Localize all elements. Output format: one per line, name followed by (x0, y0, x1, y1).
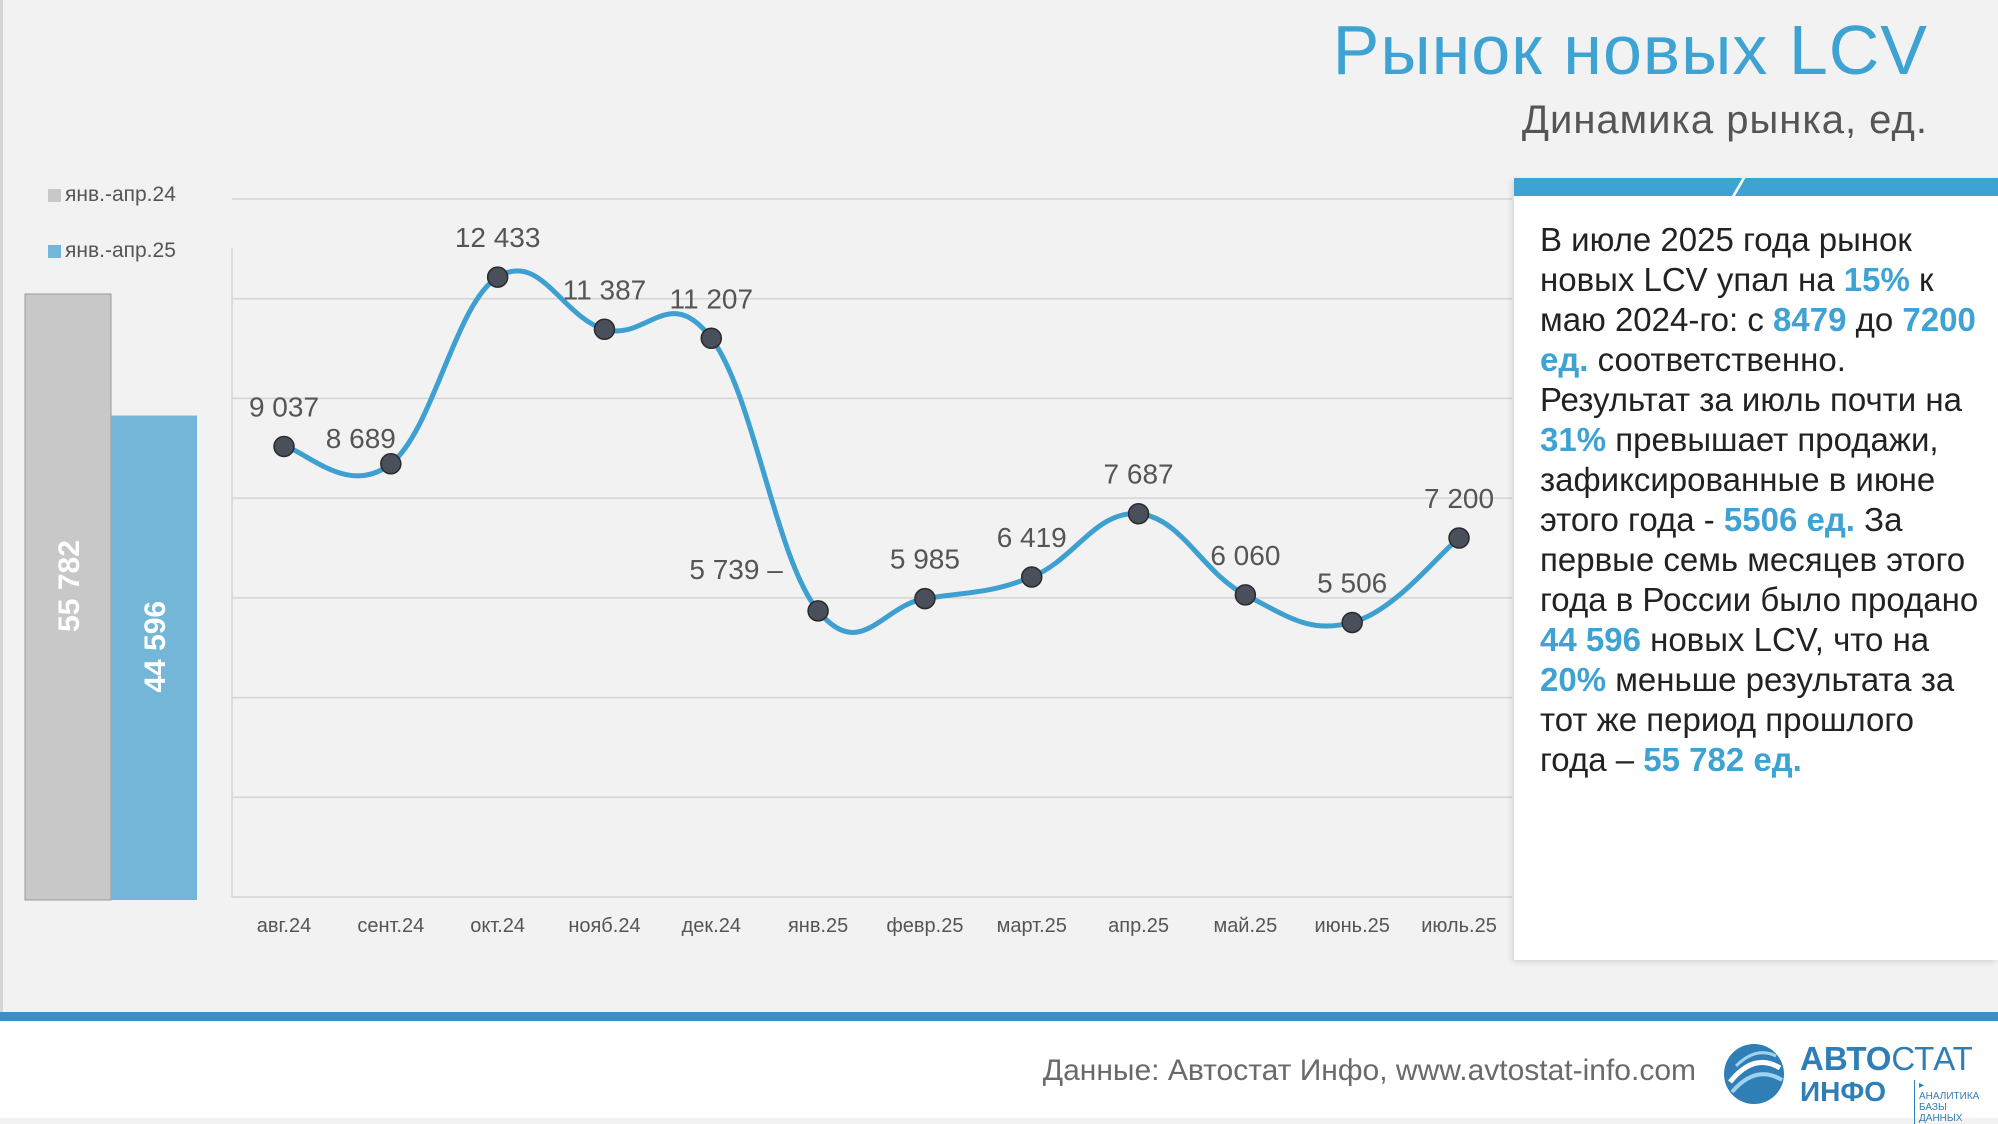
info-text-run: В июле 2025 года рынок новых LCV упал на (1540, 221, 1912, 298)
x-tick-label: май.25 (1213, 915, 1277, 937)
info-text-run: новых LCV, что на (1640, 621, 1930, 658)
data-point (1448, 527, 1470, 549)
data-point (486, 266, 509, 288)
info-text-run: меньше результата за тот же период прошл… (1540, 661, 1955, 778)
info-panel-accent-bar (1514, 178, 1998, 196)
info-highlight: 5506 ед. (1723, 501, 1855, 538)
footer-divider (0, 1012, 1998, 1021)
data-label: 5 985 (890, 544, 960, 575)
page-title: Рынок новых LCV (1332, 11, 1928, 89)
logo-globe-icon (1724, 1044, 1784, 1104)
data-label: 9 037 (249, 391, 319, 422)
data-point (807, 600, 829, 622)
data-point (273, 435, 295, 458)
x-tick-label: сент.24 (357, 915, 424, 937)
info-text-run: За первые семь месяцев этого года в Росс… (1540, 501, 1979, 618)
info-highlight: 31% (1540, 421, 1607, 458)
total-bar-label: 55 782 (53, 540, 86, 632)
x-tick-label: авг.24 (257, 915, 311, 937)
x-tick-label: янв.25 (788, 915, 848, 937)
total-bar-label: 44 596 (139, 601, 172, 693)
data-point (380, 453, 402, 475)
legend-item-2024: янв.-апр.24 (48, 183, 176, 207)
total-bar (24, 293, 112, 901)
legend-item-2025: янв.-апр.25 (48, 239, 176, 263)
x-tick-label: окт.24 (470, 915, 525, 937)
x-tick-label: март.25 (997, 915, 1067, 937)
data-label: 6 060 (1210, 540, 1280, 571)
footer (0, 1021, 1998, 1118)
data-label: 7 687 (1104, 459, 1174, 490)
x-tick-label: февр.25 (886, 915, 963, 937)
data-label: 6 419 (997, 522, 1067, 553)
data-label: 11 387 (563, 274, 647, 305)
logo-tagline-2: БАЗЫ ДАННЫХ (1919, 1102, 1963, 1124)
slide-left-edge (0, 0, 3, 1015)
legend-swatch-2025 (48, 244, 61, 258)
info-highlight: 8479 (1773, 301, 1847, 338)
data-point (593, 318, 616, 341)
logo-wordmark-bottom: ИНФО (1800, 1076, 1887, 1107)
x-tick-label: дек.24 (682, 915, 741, 937)
info-highlight: 7200 ед. (1540, 301, 1976, 378)
data-source-note: Данные: Автостат Инфо, www.avtostat-info… (1042, 1054, 1696, 1087)
info-panel: В июле 2025 года рынок новых LCV упал на… (1514, 178, 1998, 960)
x-tick-label: нояб.24 (568, 915, 640, 937)
x-tick-label: июль.25 (1421, 915, 1497, 937)
info-highlight: 44 596 (1540, 621, 1641, 658)
info-text-run: соответственно. Результат за июль почти … (1540, 341, 1962, 418)
series-line (281, 268, 1462, 635)
data-label: 7 200 (1424, 483, 1494, 514)
logo-tagline: ▸ АНАЛИТИКА БАЗЫ ДАННЫХ (1914, 1080, 1982, 1124)
info-highlight: 20% (1540, 661, 1607, 698)
legend-swatch-2024 (48, 188, 61, 202)
legend-label-2025: янв.-апр.25 (65, 239, 176, 262)
info-highlight: 15% (1843, 261, 1910, 298)
info-text-run: до (1846, 301, 1903, 338)
info-text: В июле 2025 года рынок новых LCV упал на… (1540, 220, 1980, 780)
logo-avto-bold: АВТО (1800, 1040, 1892, 1077)
logo-wordmark-top: АВТОСТАТ (1800, 1040, 1973, 1078)
info-text-run: превышает продажи, зафиксированные в июн… (1540, 421, 1939, 538)
x-tick-label: апр.25 (1108, 915, 1169, 937)
data-label: 11 207 (669, 283, 753, 314)
info-text-run: к маю 2024-го: с (1540, 261, 1934, 338)
data-point (1234, 584, 1257, 606)
page-subtitle: Динамика рынка, ед. (1521, 98, 1928, 142)
total-bar (111, 415, 197, 900)
data-label: 5 739 – (689, 554, 783, 585)
logo-stat: СТАТ (1891, 1040, 1973, 1077)
data-point (700, 327, 723, 350)
data-label: 8 689 (326, 423, 396, 454)
data-label: 12 433 (455, 222, 541, 253)
info-highlight: 55 782 ед. (1643, 741, 1802, 778)
x-tick-label: июнь.25 (1314, 915, 1389, 937)
data-point (1341, 611, 1363, 634)
logo-tagline-1: ▸ АНАЛИТИКА (1919, 1080, 1980, 1102)
data-point (914, 587, 936, 610)
data-label: 5 506 (1317, 567, 1387, 598)
avtostat-logo: АВТОСТАТ ИНФО ▸ АНАЛИТИКА БАЗЫ ДАННЫХ (1722, 1038, 1982, 1124)
legend-label-2024: янв.-апр.24 (65, 183, 176, 206)
data-point (1127, 502, 1150, 525)
data-point (1020, 566, 1043, 588)
